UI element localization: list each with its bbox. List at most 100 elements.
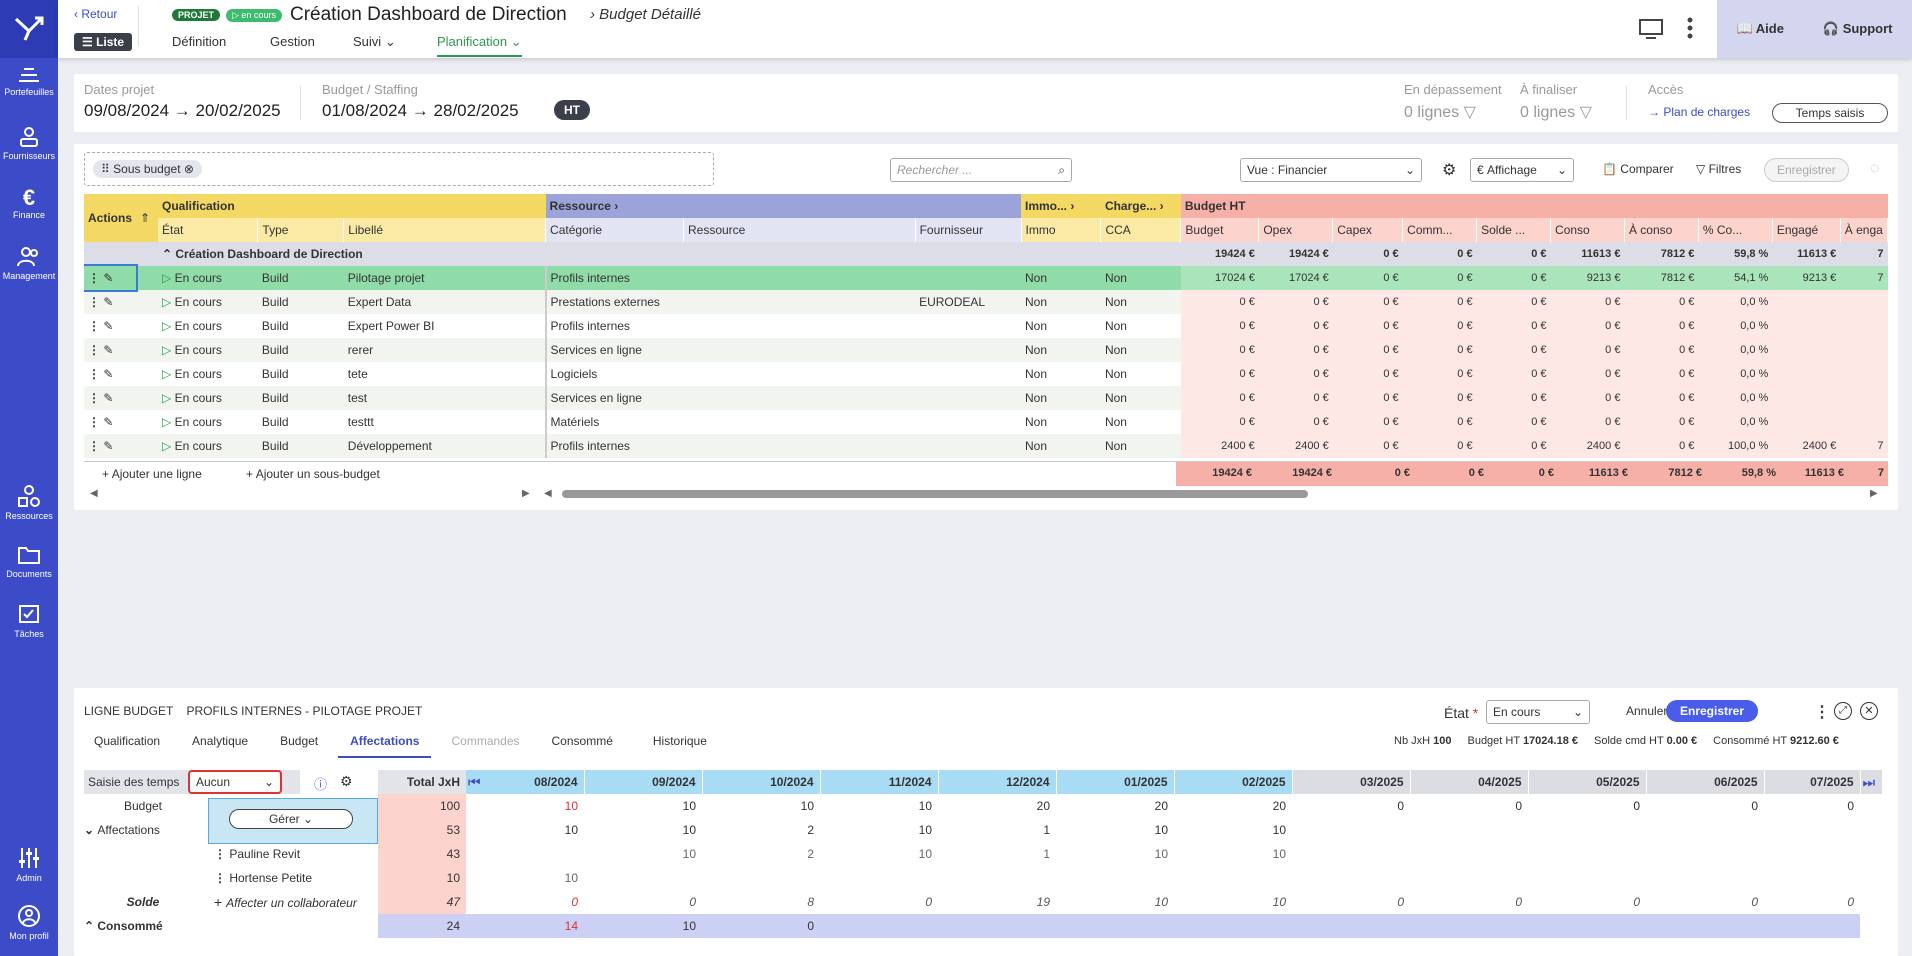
table-row[interactable]: ⋮ ✎ ▷ En cours Build test Services en ligne N…	[84, 386, 1888, 410]
month-value-cell[interactable]: 10	[1154, 895, 1168, 909]
close-icon[interactable]: ⊗	[183, 162, 194, 176]
pencil-icon[interactable]: ✎	[103, 271, 114, 285]
pencil-icon[interactable]: ✎	[103, 343, 114, 357]
month-value-cell[interactable]: 0	[1847, 895, 1854, 909]
month-value-cell[interactable]: 0	[1633, 895, 1640, 909]
state-select[interactable]: En cours ⌄	[1486, 700, 1590, 724]
expand-icon[interactable]: ⤢	[1834, 702, 1852, 720]
tab-suivi[interactable]: Suivi ⌄	[353, 34, 396, 50]
ht-badge[interactable]: HT	[554, 100, 590, 120]
more-vertical-icon[interactable]: ⋮	[1814, 704, 1830, 721]
tab-affectations[interactable]: Affectations	[338, 730, 432, 758]
month-value-cell[interactable]: 1	[1043, 847, 1050, 861]
month-value-cell[interactable]: 19	[1036, 895, 1050, 909]
pencil-icon[interactable]: ✎	[103, 439, 114, 453]
month-value-cell[interactable]	[584, 866, 702, 890]
sidebar-item-management[interactable]: Management	[0, 246, 58, 281]
scroll-right-icon[interactable]: ▶	[522, 488, 530, 499]
column-header[interactable]: Budget	[1180, 218, 1260, 242]
month-value-cell[interactable]	[1292, 842, 1410, 866]
month-value-cell[interactable]: 0	[1397, 799, 1404, 813]
column-header[interactable]: Comm...	[1402, 218, 1478, 242]
column-header[interactable]: Conso	[1550, 218, 1625, 242]
column-header[interactable]: % Co...	[1698, 218, 1773, 242]
cancel-button[interactable]: Annuler	[1626, 704, 1668, 718]
month-value-cell[interactable]: 0	[689, 895, 696, 909]
month-value-cell[interactable]: 10	[1154, 823, 1168, 837]
month-value-cell[interactable]: 10	[682, 799, 696, 813]
month-value-cell[interactable]	[1410, 914, 1528, 938]
gear-icon[interactable]: ⚙	[340, 773, 353, 789]
table-row[interactable]: ⋮ ✎ ▷ En cours Build testtt Matériels Non Non 0…	[84, 410, 1888, 434]
gear-icon[interactable]: ⚙	[1442, 162, 1457, 179]
finalize-value[interactable]: 0 lignes ▽	[1520, 102, 1592, 122]
scroll-left-icon[interactable]: ◀	[90, 488, 98, 499]
more-vertical-icon[interactable]: ⋮	[88, 319, 104, 333]
month-value-cell[interactable]: 0	[1397, 895, 1404, 909]
month-value-cell[interactable]: 14	[488, 914, 584, 938]
more-vertical-icon[interactable]: ⋮	[88, 271, 104, 285]
month-value-cell[interactable]: 10	[918, 847, 932, 861]
table-row[interactable]: ⋮ ✎ ▷ En cours Build Pilotage projet Profils…	[84, 264, 1888, 292]
sidebar-item-finance[interactable]: € Finance	[0, 186, 58, 221]
tab-qualification[interactable]: Qualification	[94, 734, 161, 748]
tab-gestion[interactable]: Gestion	[270, 34, 315, 49]
month-value-cell[interactable]	[1292, 818, 1410, 842]
month-value-cell[interactable]	[1646, 818, 1764, 842]
pencil-icon[interactable]: ✎	[103, 415, 114, 429]
month-value-cell[interactable]: 10	[564, 799, 578, 813]
more-vertical-icon[interactable]: ⋮	[88, 343, 104, 357]
scroll-left-icon[interactable]: ◀	[544, 488, 552, 499]
monitor-icon[interactable]	[1638, 18, 1664, 40]
support-button[interactable]: 🎧 Support	[1823, 21, 1893, 37]
pencil-icon[interactable]: ✎	[103, 295, 114, 309]
column-header[interactable]: État	[158, 218, 259, 242]
tab-commandes[interactable]: Commandes	[451, 734, 520, 748]
column-header[interactable]: Libellé	[343, 218, 547, 242]
over-value[interactable]: 0 lignes ▽	[1404, 102, 1476, 122]
more-vertical-icon[interactable]: ⋮	[214, 847, 230, 861]
search-input[interactable]: Rechercher ... ⌕	[890, 158, 1072, 182]
tab-budget[interactable]: Budget	[280, 734, 319, 748]
month-value-cell[interactable]: 2	[807, 823, 814, 837]
month-value-cell[interactable]	[1528, 818, 1646, 842]
month-value-cell[interactable]: 10	[564, 871, 578, 885]
column-header[interactable]: Fournisseur	[915, 218, 1022, 242]
month-value-cell[interactable]: 10	[564, 823, 578, 837]
more-vertical-icon[interactable]: ⋮	[88, 391, 104, 405]
month-value-cell[interactable]	[1646, 842, 1764, 866]
qualification-group-header[interactable]: Qualification	[158, 194, 546, 218]
more-vertical-icon[interactable]: ⋮	[214, 871, 230, 885]
close-icon[interactable]: ✕	[1860, 702, 1878, 720]
more-vertical-icon[interactable]: ⋮	[88, 295, 104, 309]
column-header[interactable]: Ressource	[683, 218, 916, 242]
month-value-cell[interactable]	[820, 866, 938, 890]
month-value-cell[interactable]	[1410, 818, 1528, 842]
month-value-cell[interactable]	[1410, 866, 1528, 890]
month-value-cell[interactable]	[1646, 866, 1764, 890]
more-vertical-icon[interactable]	[1686, 16, 1694, 40]
month-value-cell[interactable]	[1764, 818, 1860, 842]
display-select[interactable]: € Affichage ⌄	[1470, 158, 1574, 182]
month-value-cell[interactable]	[938, 866, 1056, 890]
month-value-cell[interactable]	[938, 914, 1056, 938]
table-row[interactable]: ⋮ ✎ ▷ En cours Build Expert Power BI Profils…	[84, 314, 1888, 338]
column-header[interactable]: Catégorie	[545, 218, 684, 242]
filters-button[interactable]: ▽ Filtres	[1696, 162, 1741, 176]
list-button[interactable]: ☰ Liste	[74, 33, 133, 51]
month-value-cell[interactable]: 1	[1043, 823, 1050, 837]
table-row[interactable]: ⋮ ✎ ▷ En cours Build tete Logiciels Non Non 0 €…	[84, 362, 1888, 386]
month-value-cell[interactable]: 10	[682, 823, 696, 837]
month-value-cell[interactable]	[1292, 866, 1410, 890]
month-value-cell[interactable]: 10	[1154, 847, 1168, 861]
resource-group-header[interactable]: Ressource ›	[545, 194, 1021, 218]
month-value-cell[interactable]	[1764, 914, 1860, 938]
month-value-cell[interactable]: 0	[1847, 799, 1854, 813]
month-value-cell[interactable]: 0	[1751, 799, 1758, 813]
month-value-cell[interactable]: 10	[682, 847, 696, 861]
table-row[interactable]: ⋮ ✎ ▷ En cours Build rerer Services en ligne…	[84, 338, 1888, 362]
month-value-cell[interactable]: 0	[1515, 895, 1522, 909]
temps-saisis-button[interactable]: Temps saisis	[1772, 103, 1888, 123]
month-value-cell[interactable]: 0	[1751, 895, 1758, 909]
back-link[interactable]: ‹ Retour	[74, 7, 118, 21]
